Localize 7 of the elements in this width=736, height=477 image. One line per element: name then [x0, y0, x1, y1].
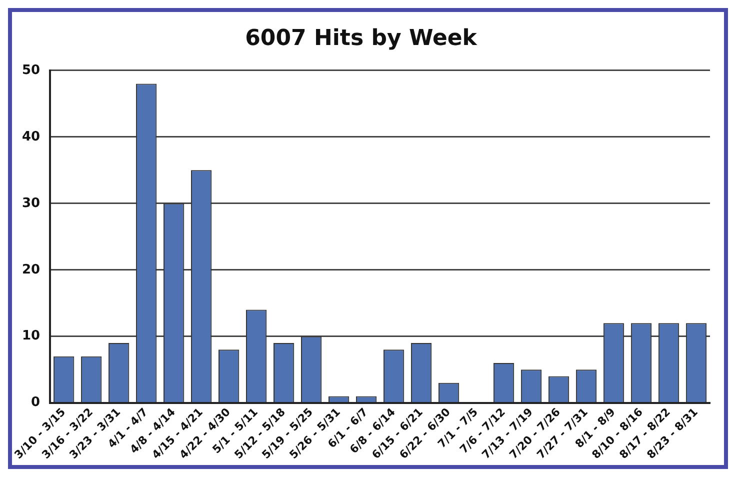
chart-title: 6007 Hits by Week: [245, 26, 478, 51]
y-tick-label: 0: [31, 395, 40, 410]
y-tick-label: 20: [22, 262, 40, 278]
y-tick-label: 40: [22, 129, 40, 144]
y-tick-label: 10: [22, 328, 40, 344]
y-tick-label: 50: [22, 62, 40, 78]
y-tick-label: 30: [22, 196, 40, 211]
